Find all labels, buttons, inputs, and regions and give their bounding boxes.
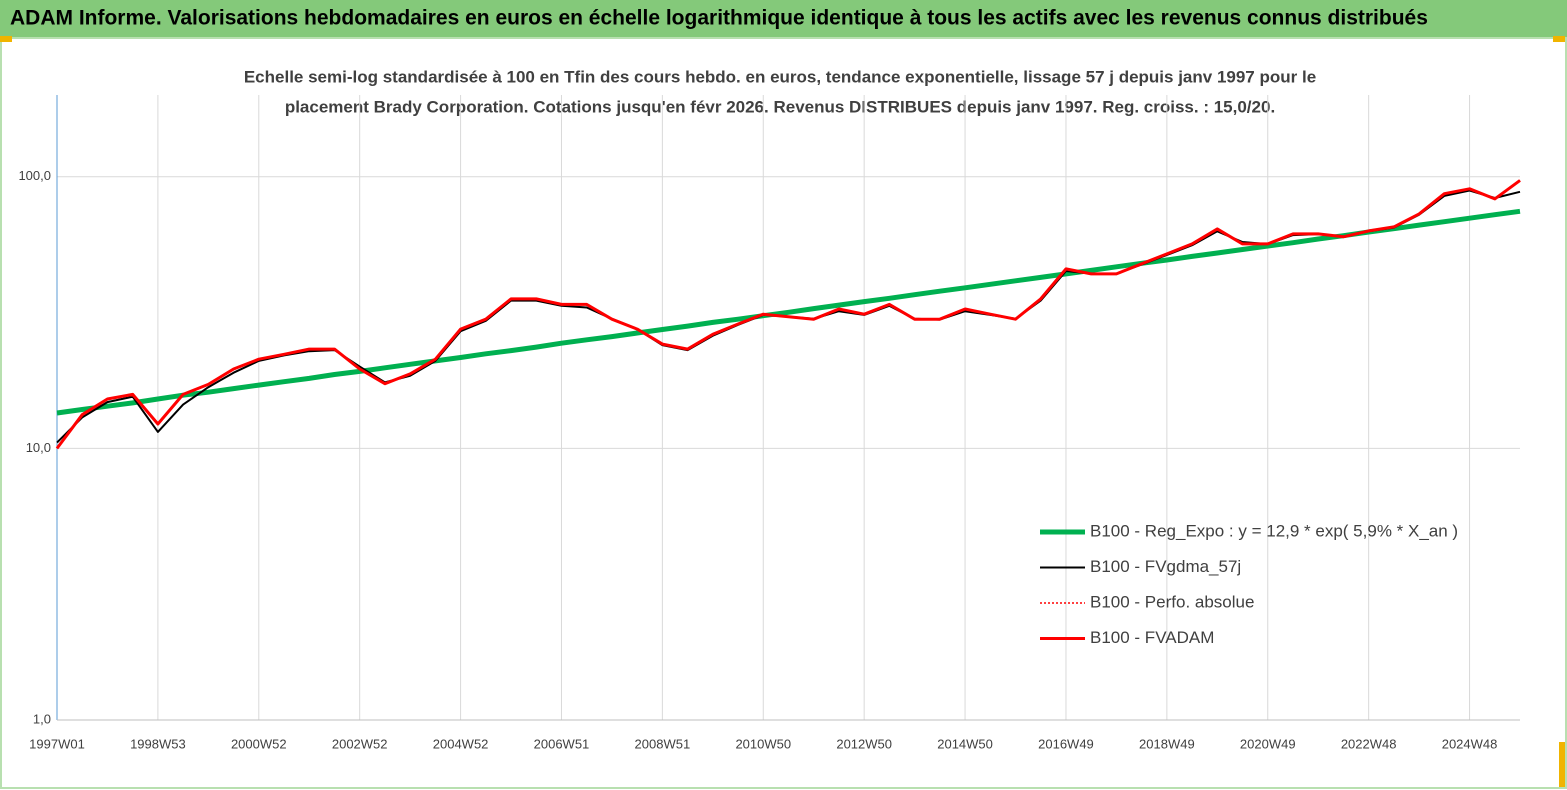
legend-label: B100 - FVADAM xyxy=(1090,628,1214,647)
x-tick-label: 2018W49 xyxy=(1139,736,1195,751)
x-tick-label: 1998W53 xyxy=(130,736,186,751)
legend-label: B100 - Perfo. absolue xyxy=(1090,592,1254,611)
x-tick-label: 2020W49 xyxy=(1240,736,1296,751)
corner-mark xyxy=(1553,36,1565,42)
x-tick-label: 2014W50 xyxy=(937,736,993,751)
x-tick-label: 2006W51 xyxy=(534,736,590,751)
page-title: ADAM Informe. Valorisations hebdomadaire… xyxy=(10,7,1428,30)
x-tick-label: 2010W50 xyxy=(735,736,791,751)
series-line xyxy=(56,208,1521,416)
x-tick-label: 1997W01 xyxy=(29,736,85,751)
x-tick-label: 2016W49 xyxy=(1038,736,1094,751)
x-tick-label: 2024W48 xyxy=(1442,736,1498,751)
x-tick-label: 2002W52 xyxy=(332,736,388,751)
x-tick-label: 2000W52 xyxy=(231,736,287,751)
y-tick-label: 10,0 xyxy=(26,440,51,455)
series-line xyxy=(55,179,1521,450)
y-tick-label: 1,0 xyxy=(33,711,51,726)
x-tick-label: 2004W52 xyxy=(433,736,489,751)
chart-subtitle: placement Brady Corporation. Cotations j… xyxy=(285,97,1275,116)
legend-label: B100 - FVgdma_57j xyxy=(1090,557,1241,576)
frame xyxy=(0,37,1567,789)
legend-label: B100 - Reg_Expo : y = 12,9 * exp( 5,9% *… xyxy=(1090,521,1458,540)
x-tick-label: 2012W50 xyxy=(836,736,892,751)
chart-subtitle: Echelle semi-log standardisée à 100 en T… xyxy=(244,67,1316,86)
x-tick-label: 2022W48 xyxy=(1341,736,1397,751)
y-tick-label: 100,0 xyxy=(18,168,51,183)
corner-mark xyxy=(0,36,12,42)
corner-mark xyxy=(1559,742,1565,787)
header-bar xyxy=(0,0,1567,38)
x-tick-label: 2008W51 xyxy=(635,736,691,751)
